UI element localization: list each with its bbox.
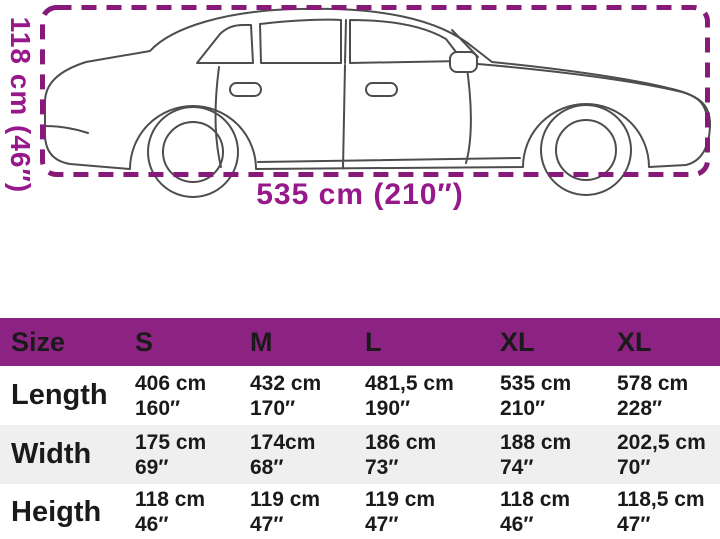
length-xl-1: 535 cm 210″	[500, 371, 572, 420]
height-s: 118 cm 46″	[135, 488, 206, 536]
rear-door-handle	[229, 82, 262, 97]
b-pillar-line	[344, 19, 347, 64]
length-l: 481,5 cm 190″	[365, 371, 454, 420]
header-xl-1: XL	[500, 326, 535, 357]
rear-door-seam	[214, 66, 222, 168]
rear-door-window	[259, 18, 342, 64]
table-row-height: Heigth 118 cm 46″ 119 cm 47″ 119 cm 47″ …	[0, 484, 720, 539]
header-l: L	[365, 326, 382, 357]
sill-line	[257, 157, 521, 163]
row-label-length: Length	[11, 379, 108, 411]
door-split-seam	[342, 64, 346, 169]
hood-line	[477, 63, 708, 119]
header-m: M	[250, 326, 273, 357]
row-label-height: Heigth	[11, 495, 102, 528]
front-wheel-rim	[555, 119, 617, 181]
header-size: Size	[11, 326, 66, 357]
width-l: 186 cm 73″	[365, 430, 437, 479]
size-table-header-row: Size S M L XL XL	[0, 318, 720, 366]
size-table: Size S M L XL XL Length 406 cm 160″ 432 …	[0, 318, 720, 539]
height-m: 119 cm 47″	[250, 488, 321, 536]
length-m: 432 cm 170″	[250, 371, 322, 420]
table-row-width: Width 175 cm 69″ 174cm 68″ 186 cm 73″ 18…	[0, 425, 720, 484]
dashed-measure-box	[40, 5, 710, 177]
width-m: 174cm 68″	[250, 430, 316, 479]
length-dimension-label: 535 cm (210″)	[256, 178, 464, 211]
rear-wheel-rim	[162, 121, 224, 183]
height-xl-1: 118 cm 46″	[500, 488, 571, 536]
length-s: 406 cm 160″	[135, 371, 207, 420]
row-label-width: Width	[11, 438, 92, 470]
front-door-seam	[465, 61, 472, 164]
length-xl-2: 578 cm 228″	[617, 371, 689, 420]
header-xl-2: XL	[617, 326, 652, 357]
car-dimension-diagram: 118 cm (46″) 535 cm (210″)	[5, 5, 711, 211]
width-xl-1: 188 cm 74″	[500, 430, 572, 479]
table-row-length: Length 406 cm 160″ 432 cm 170″ 481,5 cm …	[0, 366, 720, 425]
rear-bumper-seam	[44, 125, 89, 134]
height-l: 119 cm 47″	[365, 488, 436, 536]
header-s: S	[135, 326, 154, 357]
front-door-handle	[365, 82, 398, 97]
rear-quarter-window	[196, 24, 254, 64]
front-door-window	[349, 19, 464, 64]
width-s: 175 cm 69″	[135, 430, 207, 479]
car-line-drawing	[40, 5, 711, 198]
width-xl-2: 202,5 cm 70″	[617, 430, 706, 479]
height-xl-2: 118,5 cm 47″	[617, 488, 705, 536]
side-mirror	[449, 51, 478, 73]
